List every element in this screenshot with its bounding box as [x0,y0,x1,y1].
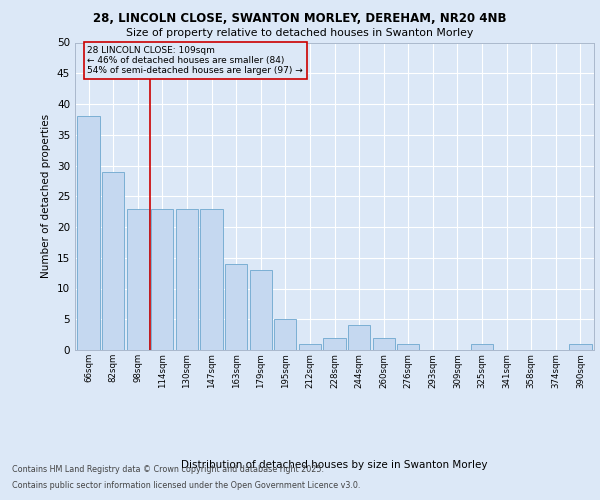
X-axis label: Distribution of detached houses by size in Swanton Morley: Distribution of detached houses by size … [181,460,488,470]
Bar [102,172,124,350]
Text: Contains public sector information licensed under the Open Government Licence v3: Contains public sector information licen… [12,480,361,490]
Bar [151,208,173,350]
Text: 28 LINCOLN CLOSE: 109sqm
← 46% of detached houses are smaller (84)
54% of semi-d: 28 LINCOLN CLOSE: 109sqm ← 46% of detach… [87,46,303,76]
Bar [323,338,346,350]
Text: 28, LINCOLN CLOSE, SWANTON MORLEY, DEREHAM, NR20 4NB: 28, LINCOLN CLOSE, SWANTON MORLEY, DEREH… [93,12,507,26]
Bar [373,338,395,350]
Bar [127,208,149,350]
Bar [348,326,370,350]
Y-axis label: Number of detached properties: Number of detached properties [41,114,52,278]
Bar [77,116,100,350]
Bar [176,208,198,350]
Text: Size of property relative to detached houses in Swanton Morley: Size of property relative to detached ho… [127,28,473,38]
Bar [471,344,493,350]
Bar [397,344,419,350]
Bar [569,344,592,350]
Text: Contains HM Land Registry data © Crown copyright and database right 2025.: Contains HM Land Registry data © Crown c… [12,466,324,474]
Bar [200,208,223,350]
Bar [250,270,272,350]
Bar [274,320,296,350]
Bar [225,264,247,350]
Bar [299,344,321,350]
